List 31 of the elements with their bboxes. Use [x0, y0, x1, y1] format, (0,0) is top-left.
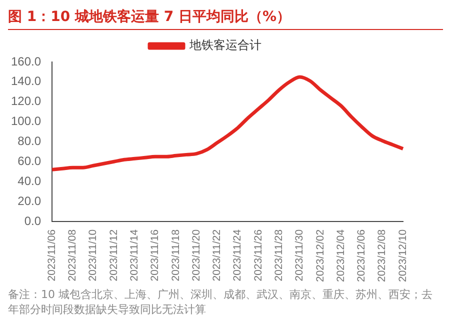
- y-tick-label: 0.0: [24, 214, 42, 228]
- x-tick-label: 2023/11/06: [46, 229, 58, 282]
- legend-label: 地铁客运合计: [188, 38, 262, 52]
- x-tick-label: 2023/11/08: [66, 229, 79, 282]
- x-tick-label: 2023/12/10: [396, 229, 409, 282]
- y-tick-label: 40.0: [18, 174, 42, 188]
- x-tick-label: 2023/12/06: [356, 229, 368, 282]
- x-tick-label: 2023/12/04: [334, 229, 347, 282]
- y-tick-label: 120.0: [11, 94, 42, 108]
- x-tick-label: 2023/12/08: [376, 229, 388, 282]
- x-tick-label: 2023/11/22: [211, 229, 224, 282]
- x-tick-label: 2023/11/30: [294, 229, 306, 282]
- x-tick-label: 2023/11/10: [87, 229, 100, 282]
- x-tick-label: 2023/11/12: [108, 229, 120, 282]
- y-tick-label: 160.0: [11, 54, 42, 68]
- x-tick-label: 2023/11/20: [190, 229, 202, 282]
- x-tick-label: 2023/11/26: [252, 229, 264, 282]
- y-tick-label: 100.0: [11, 114, 42, 128]
- x-tick-label: 2023/11/14: [128, 229, 140, 282]
- y-tick-label: 20.0: [18, 194, 42, 208]
- chart-title: 图 1：10 城地铁客运量 7 日平均同比（%）: [8, 8, 443, 30]
- y-tick-label: 140.0: [11, 74, 42, 88]
- y-tick-label: 60.0: [18, 154, 42, 168]
- y-tick-label: 80.0: [18, 134, 42, 148]
- line-series: [50, 75, 405, 172]
- x-tick-label: 2023/11/16: [149, 229, 162, 282]
- x-tick-label: 2023/11/28: [273, 229, 286, 282]
- x-tick-label: 2023/11/18: [170, 229, 182, 282]
- x-tick-label: 2023/11/24: [232, 229, 244, 282]
- x-tick-label: 2023/12/02: [314, 229, 326, 282]
- text: 备注：10 城包含北京、上海、广州、深圳、成都、武汉、南京、重庆、苏州、西安；去年部分时间段数据缺失导致同比无法计算: [8, 287, 434, 317]
